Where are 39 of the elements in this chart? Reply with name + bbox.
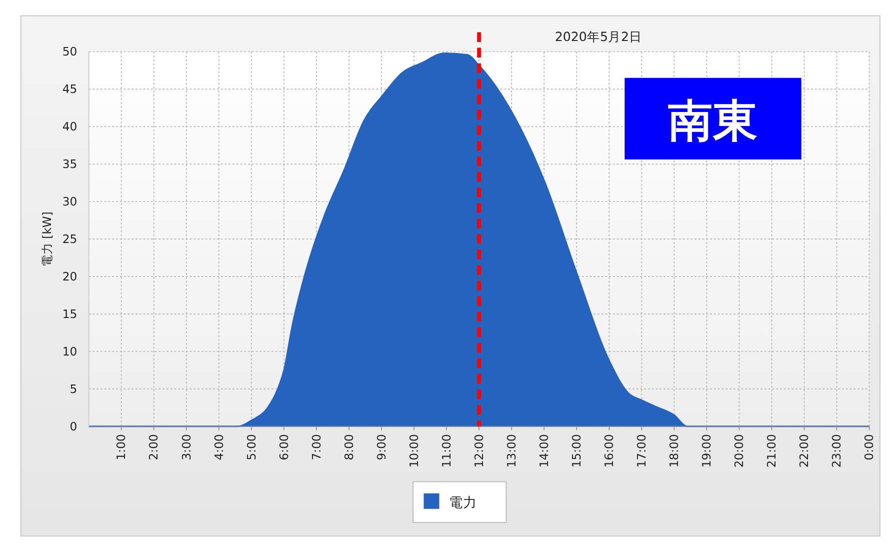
x-tick-label: 14:00 xyxy=(536,434,551,468)
x-tick-label: 3:00 xyxy=(179,434,194,460)
x-tick-label: 1:00 xyxy=(114,434,128,460)
x-tick-label: 9:00 xyxy=(374,434,388,460)
x-tick-label: 8:00 xyxy=(342,434,356,460)
x-tick-label: 6:00 xyxy=(276,434,291,460)
x-tick-label: 19:00 xyxy=(700,434,714,468)
x-tick-label: 22:00 xyxy=(797,434,812,468)
annotation: 南東 xyxy=(668,95,758,148)
x-tick-label: 12:00 xyxy=(472,434,486,468)
x-tick-label: 7:00 xyxy=(309,434,324,460)
y-axis-title: 電力 [kW] xyxy=(40,212,54,267)
y-tick-label: 45 xyxy=(62,82,78,96)
x-tick-label: 13:00 xyxy=(504,434,518,468)
x-tick-label: 4:00 xyxy=(212,434,226,460)
legend-label: 電力 xyxy=(448,494,477,511)
x-tick-label: 0:00 xyxy=(862,434,876,460)
x-tick-label: 10:00 xyxy=(406,434,421,468)
y-tick-label: 20 xyxy=(62,269,78,284)
y-tick-label: 30 xyxy=(62,194,78,208)
x-tick-label: 2:00 xyxy=(146,434,161,460)
y-tick-label: 5 xyxy=(70,382,78,396)
y-tick-label: 0 xyxy=(70,419,78,434)
x-tick-label: 11:00 xyxy=(439,434,454,468)
x-tick-label: 5:00 xyxy=(244,434,258,460)
y-tick-label: 40 xyxy=(62,120,78,134)
y-tick-label: 50 xyxy=(62,44,78,59)
x-tick-label: 23:00 xyxy=(830,434,844,468)
y-tick-label: 25 xyxy=(62,232,78,246)
x-tick-label: 21:00 xyxy=(764,434,779,468)
x-tick-label: 18:00 xyxy=(667,434,682,468)
x-tick-label: 17:00 xyxy=(634,434,649,468)
x-tick-label: 16:00 xyxy=(602,434,616,468)
x-tick-label: 20:00 xyxy=(732,434,746,468)
y-tick-label: 10 xyxy=(62,344,78,358)
x-tick-label: 15:00 xyxy=(569,434,584,468)
y-tick-label: 15 xyxy=(62,306,78,321)
y-tick-label: 35 xyxy=(62,156,78,171)
chart-title: 2020年5月2日 xyxy=(554,29,642,44)
